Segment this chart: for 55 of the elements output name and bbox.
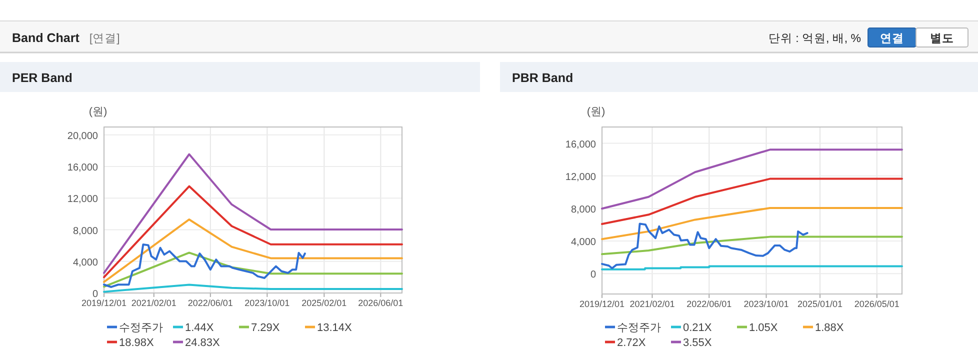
legend-label: 수정주가: [617, 322, 661, 334]
y-tick-label: 4,000: [72, 257, 98, 268]
text: 단위 : 억원, 배, %: [768, 33, 861, 45]
y-tick-label: 8,000: [72, 226, 98, 237]
y-tick-label: 20,000: [67, 130, 98, 142]
legend-label: 1.05X: [749, 322, 778, 334]
line-series: [601, 236, 903, 256]
line-series: [103, 244, 306, 288]
legend-label: 1.88X: [815, 322, 844, 334]
line-series: [601, 206, 903, 240]
line-series: [601, 148, 903, 210]
y-tick-label: 12,000: [565, 172, 596, 183]
line-series: [103, 185, 403, 278]
x-tick-label: 2021/02/01: [630, 299, 675, 309]
y-axis-title: (원): [586, 106, 606, 118]
x-tick-label: 2023/10/01: [744, 299, 789, 309]
legend-label: 13.14X: [317, 322, 353, 334]
y-tick-label: 16,000: [565, 139, 596, 150]
x-tick-label: 2026/06/01: [358, 298, 404, 308]
text: [연결]: [89, 33, 120, 45]
legend-label: 3.55X: [683, 337, 712, 349]
x-tick-label: 2025/01/01: [797, 299, 843, 309]
line-series: [103, 252, 403, 288]
legend-label: 24.83X: [185, 337, 221, 349]
text: 연결: [880, 32, 904, 45]
y-tick-label: 8,000: [570, 204, 596, 216]
line-series: [103, 284, 403, 293]
text: 별도: [930, 32, 954, 45]
x-tick-label: 2026/05/01: [854, 299, 900, 309]
line-series: [103, 153, 403, 274]
text: Band Chart: [12, 31, 80, 45]
x-tick-label: 2021/02/01: [131, 298, 176, 308]
y-tick-label: 0: [92, 289, 98, 300]
y-tick-label: 4,000: [570, 237, 596, 248]
y-tick-label: 0: [590, 270, 596, 281]
x-tick-label: 2019/12/01: [579, 299, 625, 309]
y-tick-label: 16,000: [67, 162, 98, 174]
legend-label: 18.98X: [119, 337, 155, 349]
y-tick-label: 12,000: [67, 194, 98, 206]
legend-label: 1.44X: [185, 322, 214, 334]
legend-label: 7.29X: [251, 322, 280, 334]
line-series: [601, 178, 903, 226]
x-tick-label: 2025/02/01: [302, 298, 347, 308]
legend-label: 0.21X: [683, 322, 712, 334]
legend-label: 수정주가: [119, 322, 163, 334]
chart-title: PBR Band: [512, 71, 574, 85]
legend-label: 2.72X: [617, 337, 646, 349]
line-series: [601, 222, 808, 270]
x-tick-label: 2019/12/01: [81, 298, 127, 308]
x-tick-label: 2022/06/01: [188, 298, 233, 308]
x-tick-label: 2022/06/01: [686, 299, 732, 309]
line-series: [103, 218, 403, 283]
chart-title: PER Band: [12, 71, 72, 85]
y-axis-title: (원): [88, 106, 108, 118]
x-tick-label: 2023/10/01: [244, 298, 290, 308]
